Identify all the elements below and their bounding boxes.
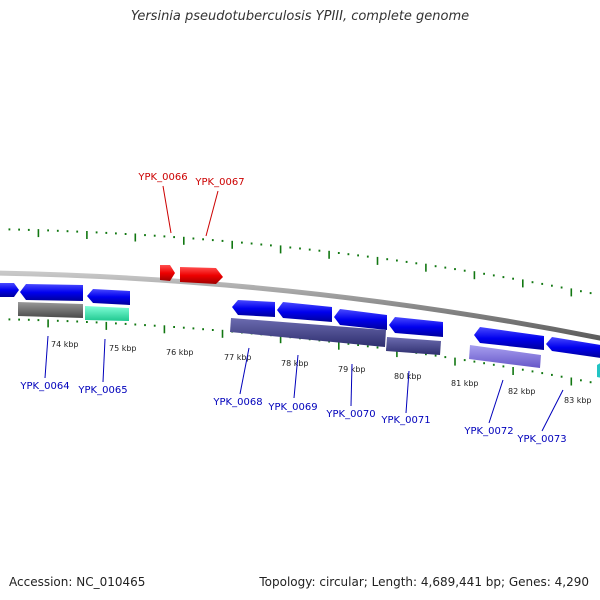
gene-ypk-0064-arrow[interactable]	[20, 284, 83, 301]
gene-ypk-0066-arrow[interactable]	[160, 265, 175, 281]
outer-tick-track	[8, 228, 592, 297]
gene-label-ypk-0067[interactable]: YPK_0067	[194, 177, 244, 188]
gene-ypk-0072-arrow[interactable]	[474, 327, 544, 350]
gene-ypk-0068-arrow[interactable]	[232, 300, 275, 317]
leader-line-ypk-0064	[44, 335, 49, 379]
leader-line-ypk-0073	[541, 389, 564, 432]
tick-label: 83 kbp	[564, 396, 592, 405]
gene-ypk-0063-arrow[interactable]	[0, 283, 19, 297]
tick-label: 82 kbp	[508, 387, 536, 396]
gene-ypk-0069-arrow[interactable]	[277, 302, 332, 322]
genome-title: Yersinia pseudotuberculosis YPIII, compl…	[130, 9, 470, 24]
leader-line-ypk-0065	[102, 338, 106, 383]
gene-ypk-0065-arrow[interactable]	[87, 289, 130, 305]
gene-label-ypk-0068[interactable]: YPK_0068	[212, 397, 262, 408]
leader-line-ypk-0071	[405, 370, 410, 414]
gene-ypk-0067-arrow[interactable]	[180, 267, 223, 284]
accession-label: Accession: NC_010465	[9, 575, 146, 589]
gene-label-ypk-0072[interactable]: YPK_0072	[463, 426, 513, 437]
tick-label: 80 kbp	[394, 372, 422, 381]
feature-box-ypk-0071	[386, 337, 441, 355]
gene-label-ypk-0069[interactable]: YPK_0069	[267, 402, 317, 413]
gene-label-ypk-0066[interactable]: YPK_0066	[137, 172, 187, 183]
tick-label: 74 kbp	[51, 340, 79, 349]
gene-label-ypk-0071[interactable]: YPK_0071	[380, 415, 430, 426]
feature-box-ypk-0068-0070	[230, 318, 386, 347]
tick-label: 76 kbp	[166, 348, 194, 357]
feature-box-ypk-0072	[469, 345, 541, 368]
leader-line-ypk-0067	[205, 190, 219, 237]
leader-line-ypk-0068	[239, 347, 250, 395]
tick-label: 77 kbp	[224, 353, 252, 362]
leader-line-ypk-0066	[162, 185, 172, 234]
gene-ypk-0071-arrow[interactable]	[389, 317, 443, 337]
genome-summary: Topology: circular; Length: 4,689,441 bp…	[259, 575, 589, 589]
gene-ypk-0070-arrow[interactable]	[334, 309, 387, 330]
leader-line-ypk-0070	[350, 363, 353, 407]
gene-label-ypk-0065[interactable]: YPK_0065	[77, 385, 127, 396]
leader-line-ypk-0072	[488, 379, 504, 424]
gene-ypk-0073-arrow[interactable]	[546, 337, 600, 358]
leader-line-ypk-0069	[293, 354, 299, 399]
tick-label: 81 kbp	[451, 379, 479, 388]
tick-label: 75 kbp	[109, 344, 137, 353]
gene-partial-right	[597, 363, 600, 378]
feature-box-ypk-0065	[85, 306, 129, 321]
gene-label-ypk-0064[interactable]: YPK_0064	[19, 381, 69, 392]
gene-label-ypk-0070[interactable]: YPK_0070	[325, 409, 375, 420]
genome-backbone	[0, 270, 600, 341]
gene-label-ypk-0073[interactable]: YPK_0073	[516, 434, 566, 445]
tick-label: 78 kbp	[281, 359, 309, 368]
feature-box-ypk-0064	[18, 302, 83, 318]
